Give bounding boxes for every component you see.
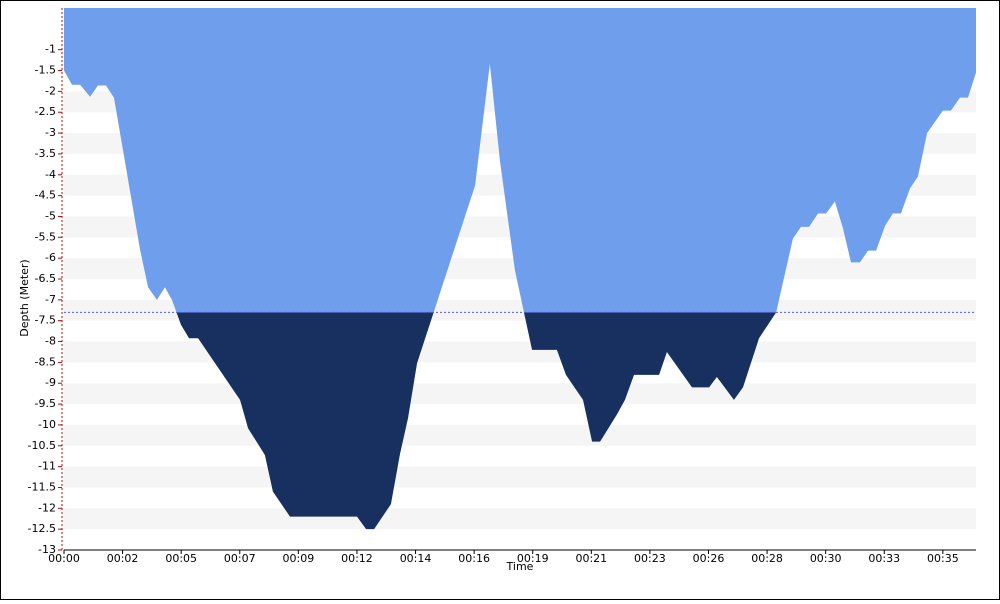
- x-tick-label: 00:35: [927, 552, 959, 565]
- x-tick-label: 00:30: [810, 552, 842, 565]
- y-tick-label: -10: [38, 418, 56, 431]
- x-tick-label: 00:19: [517, 552, 549, 565]
- y-tick-label: -11.5: [28, 480, 56, 493]
- y-tick-label: -6.5: [35, 272, 56, 285]
- grid-band: [64, 466, 976, 488]
- depth-area-above: [64, 8, 976, 313]
- y-tick-label: -8: [45, 335, 56, 348]
- x-tick-label: 00:33: [868, 552, 900, 565]
- x-tick-label: 00:12: [341, 552, 373, 565]
- y-axis-label: Depth (Meter): [18, 259, 31, 336]
- y-tick-label: -5.5: [35, 230, 56, 243]
- grid-band: [64, 341, 976, 363]
- x-tick-label: 00:14: [400, 552, 432, 565]
- y-tick-label: -7.5: [35, 314, 56, 327]
- x-axis-label: Time: [506, 560, 534, 573]
- x-tick-label: 00:23: [634, 552, 666, 565]
- depth-area-below: [176, 312, 777, 530]
- y-tick-label: -4: [45, 168, 56, 181]
- y-tick-label: -3.5: [35, 147, 56, 160]
- y-tick-label: -4.5: [35, 189, 56, 202]
- y-tick-label: -12.5: [28, 522, 56, 535]
- y-tick-label: -3: [45, 126, 56, 139]
- x-tick-label: 00:02: [107, 552, 139, 565]
- x-tick-label: 00:21: [575, 552, 607, 565]
- y-tick-label: -12: [38, 501, 56, 514]
- x-tick-label: 00:05: [165, 552, 197, 565]
- y-tick-label: -2: [45, 84, 56, 97]
- y-tick-label: -2.5: [35, 105, 56, 118]
- x-tick-label: 00:28: [751, 552, 783, 565]
- y-tick-label: -1.5: [35, 64, 56, 77]
- y-tick-label: -10.5: [28, 439, 56, 452]
- y-tick-label: -8.5: [35, 355, 56, 368]
- x-tick-label: 00:00: [48, 552, 80, 565]
- y-tick-label: -1: [45, 43, 56, 56]
- y-tick-label: -13: [38, 543, 56, 556]
- x-tick-label: 00:26: [693, 552, 725, 565]
- y-tick-label: -7: [45, 293, 56, 306]
- grid-band: [64, 508, 976, 530]
- y-tick-label: -9: [45, 376, 56, 389]
- y-tick-label: -6: [45, 251, 56, 264]
- y-tick-label: -5: [45, 209, 56, 222]
- y-tick-label: -9.5: [35, 397, 56, 410]
- x-tick-label: 00:09: [283, 552, 315, 565]
- x-tick-label: 00:07: [224, 552, 256, 565]
- x-tick-label: 00:16: [458, 552, 490, 565]
- grid-band: [64, 424, 976, 446]
- y-tick-label: -11: [38, 460, 56, 473]
- grid-band: [64, 383, 976, 405]
